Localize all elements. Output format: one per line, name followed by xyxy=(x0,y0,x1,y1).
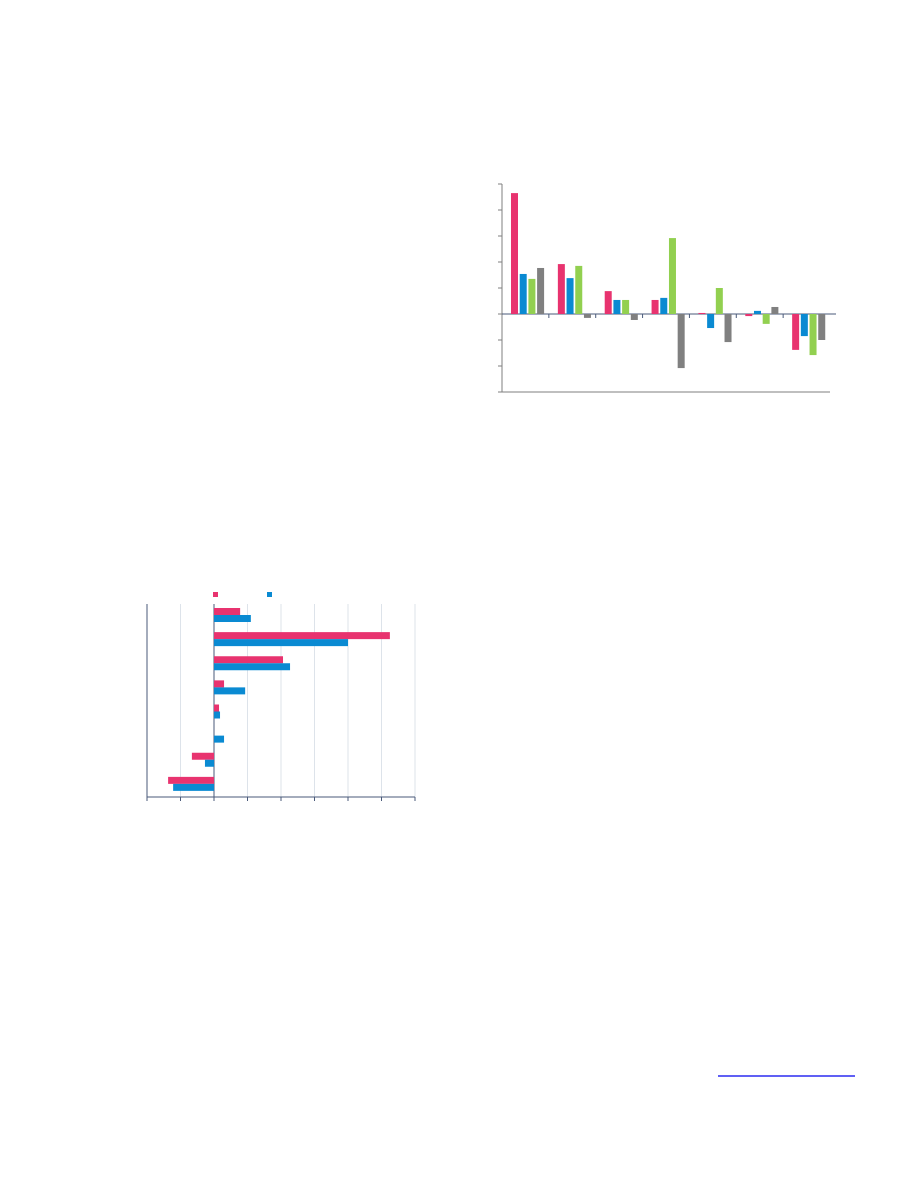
bar xyxy=(214,663,291,671)
bar xyxy=(630,314,638,320)
bar xyxy=(214,639,348,647)
bar xyxy=(792,314,800,350)
bar xyxy=(214,704,220,712)
bar xyxy=(604,291,612,314)
bar xyxy=(753,310,761,314)
bar xyxy=(191,752,214,760)
bar xyxy=(214,608,241,615)
bar xyxy=(698,312,706,314)
bar xyxy=(724,314,732,343)
bar xyxy=(818,314,826,340)
bar xyxy=(583,314,591,318)
bar xyxy=(707,314,715,329)
bar xyxy=(566,278,574,314)
bar xyxy=(660,297,668,314)
bar xyxy=(800,314,808,337)
bar xyxy=(168,776,214,784)
bar xyxy=(613,299,621,314)
bar xyxy=(771,306,779,314)
bar xyxy=(214,632,390,640)
bar xyxy=(214,687,246,695)
bar xyxy=(575,265,583,314)
bar xyxy=(204,759,214,767)
bar xyxy=(557,264,565,314)
bar xyxy=(173,783,214,791)
bar xyxy=(511,193,518,314)
bar xyxy=(214,615,251,622)
bar xyxy=(528,278,536,314)
legend-swatch xyxy=(267,592,272,597)
bar xyxy=(214,680,225,688)
bar xyxy=(677,314,685,369)
bar xyxy=(745,314,753,317)
bar xyxy=(651,299,659,314)
bar xyxy=(715,288,723,314)
bar xyxy=(622,299,630,314)
bar xyxy=(214,656,284,664)
bar xyxy=(519,273,527,314)
bar xyxy=(214,735,225,743)
bar xyxy=(668,238,676,314)
bar xyxy=(809,314,817,356)
legend-swatch xyxy=(213,592,218,597)
bar xyxy=(537,267,545,314)
bar xyxy=(762,314,770,324)
bar xyxy=(214,711,221,719)
